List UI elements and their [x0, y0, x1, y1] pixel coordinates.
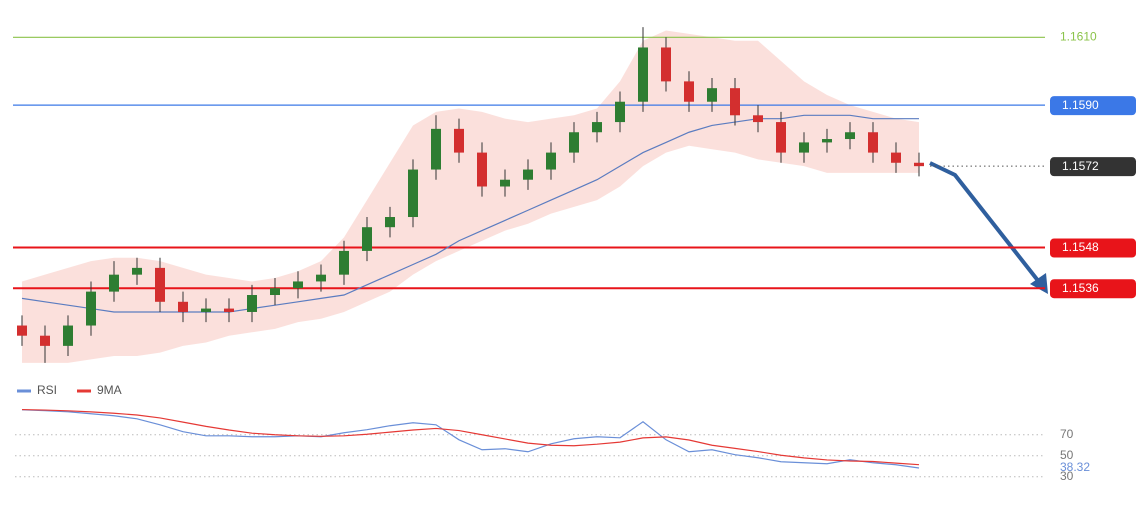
indicator-line — [21, 408, 920, 466]
candle-body — [684, 81, 694, 102]
candle-body — [822, 139, 832, 143]
moving-average — [21, 114, 919, 313]
candle-body — [569, 132, 579, 153]
candle-body — [868, 132, 878, 153]
level-tag — [1050, 238, 1136, 258]
candle-body — [615, 101, 625, 123]
level-tag — [1050, 279, 1136, 299]
level-label: 1.1610 — [1060, 29, 1097, 43]
candle-body — [799, 142, 809, 153]
level-label: 1.1548 — [1062, 240, 1099, 254]
level-label: 1.1590 — [1062, 98, 1099, 112]
candle-body — [316, 274, 326, 282]
candle-body — [132, 267, 142, 275]
candle-body — [17, 325, 27, 336]
candle-body — [753, 115, 763, 123]
candle-body — [201, 308, 211, 312]
band-layer — [22, 30, 919, 363]
level-tag — [1050, 96, 1136, 116]
level-label: 1.1572 — [1062, 159, 1099, 173]
y-tick-label: 70 — [1060, 427, 1074, 441]
legend-label: 9MA — [97, 383, 122, 397]
candle-body — [86, 291, 96, 326]
candle-body — [891, 152, 901, 163]
candle-body — [592, 122, 602, 133]
candle-body — [845, 132, 855, 140]
candle-body — [431, 128, 441, 170]
candle-body — [730, 88, 740, 116]
candle-body — [707, 88, 717, 102]
candle-body — [362, 227, 372, 251]
candle-body — [224, 308, 234, 312]
candle-body — [178, 301, 188, 312]
candle-body — [247, 295, 257, 312]
y-tick-label: 50 — [1060, 448, 1074, 462]
candle-body — [477, 152, 487, 187]
candle-body — [270, 288, 280, 296]
candle-body — [293, 281, 303, 289]
level-label: 1.1536 — [1062, 281, 1099, 295]
y-tick-label: 30 — [1060, 469, 1074, 483]
candle-body — [40, 335, 50, 346]
candle-body — [523, 169, 533, 180]
candle-body — [63, 325, 73, 346]
candle-body — [454, 128, 464, 153]
candle-body — [661, 47, 671, 82]
candle-body — [546, 152, 556, 170]
candle-body — [109, 274, 119, 292]
bollinger-band — [22, 30, 919, 363]
candle-body — [500, 179, 510, 187]
trend-arrow — [929, 161, 1045, 289]
rsi-last-value: 38.32 — [1060, 460, 1090, 474]
candle-body — [914, 162, 924, 167]
candle-body — [408, 169, 418, 218]
candle-body — [155, 267, 165, 302]
candle-body — [638, 47, 648, 102]
candle-body — [776, 122, 786, 153]
candle-body — [385, 217, 395, 228]
level-tag — [1050, 157, 1136, 177]
legend-label: RSI — [37, 383, 57, 397]
candle-body — [339, 250, 349, 275]
indicator-line — [21, 409, 920, 469]
